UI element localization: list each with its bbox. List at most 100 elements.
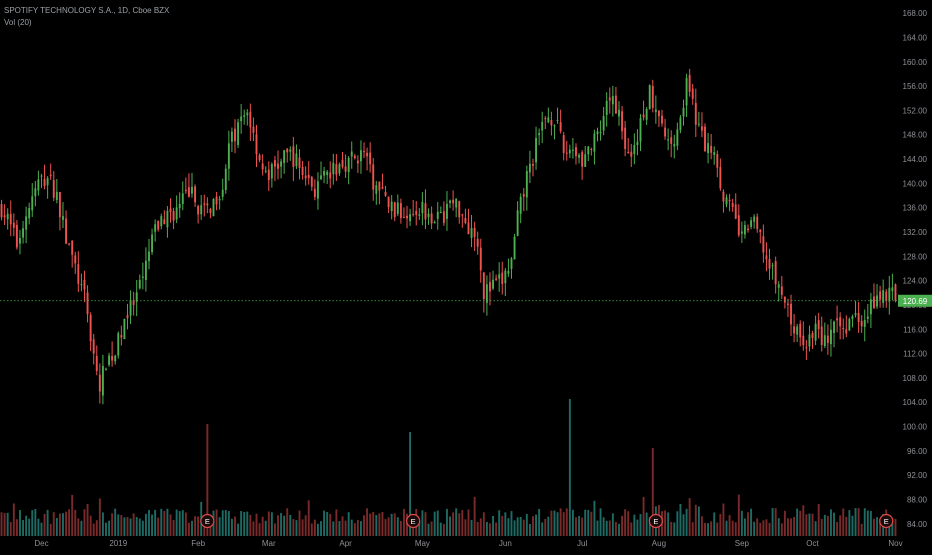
volume-bar	[436, 510, 439, 536]
candle-body	[65, 218, 67, 244]
candle-body	[682, 107, 685, 117]
volume-bar	[421, 510, 424, 536]
volume-bar	[9, 522, 12, 536]
earnings-marker[interactable]	[200, 513, 215, 529]
volume-bar	[237, 523, 240, 536]
candle-body	[31, 196, 34, 211]
y-tick-label: 164.00	[903, 33, 928, 42]
volume-bar	[234, 516, 236, 536]
earnings-marker[interactable]	[648, 513, 663, 529]
candle-body	[802, 335, 805, 346]
volume-bar	[108, 520, 111, 536]
volume-bar	[390, 513, 393, 536]
candle-body	[879, 291, 882, 300]
volume-bar	[667, 512, 670, 536]
candle-body	[639, 118, 642, 142]
y-tick-label: 116.00	[903, 325, 927, 334]
candle-body	[525, 171, 528, 198]
volume-bar	[6, 512, 9, 536]
volume-bar	[301, 519, 304, 536]
volume-bar	[446, 508, 448, 536]
volume-bar	[126, 517, 129, 536]
volume-bar	[381, 511, 384, 536]
y-tick-label: 128.00	[903, 252, 928, 261]
candle-body	[258, 155, 261, 160]
candle-body	[292, 146, 295, 167]
volume-bar	[611, 513, 614, 536]
volume-bar	[49, 523, 52, 536]
volume-bar	[783, 510, 786, 536]
volume-bar	[292, 519, 295, 536]
volume-bar	[854, 508, 857, 536]
candle-body	[49, 174, 52, 176]
volume-bar	[117, 514, 120, 536]
volume-bar	[814, 521, 817, 536]
volume-bar	[516, 517, 519, 536]
volume-bar	[396, 517, 399, 536]
candle-body	[811, 333, 814, 339]
candle-body	[633, 144, 636, 155]
candle-body	[203, 203, 206, 205]
volume-bar	[58, 513, 61, 536]
candle-body	[234, 128, 236, 142]
volume-bar	[34, 508, 37, 536]
candle-body	[489, 281, 491, 292]
volume-bar	[55, 518, 58, 536]
candle-body	[790, 303, 792, 325]
candle-body	[105, 368, 107, 370]
candle-body	[224, 168, 227, 191]
candle-body	[71, 240, 74, 255]
candle-body	[230, 131, 233, 142]
candle-body	[544, 118, 547, 120]
x-tick-label: Sep	[735, 539, 750, 548]
candle-body	[52, 180, 55, 198]
earnings-marker[interactable]	[879, 513, 894, 529]
candle-body	[894, 284, 897, 301]
volume-bar	[252, 521, 255, 536]
volume-bar	[197, 516, 200, 536]
candle-body	[596, 131, 599, 135]
candle-body	[344, 166, 347, 172]
candle-body	[485, 284, 488, 303]
candle-body	[673, 144, 676, 147]
volume-bar	[101, 512, 104, 536]
candle-body	[550, 119, 553, 126]
volume-bar	[559, 508, 562, 536]
candle-body	[885, 291, 888, 302]
volume-bar	[863, 508, 866, 536]
candle-body	[753, 216, 756, 222]
candle-body	[882, 290, 885, 303]
volume-bar	[860, 523, 863, 536]
volume-bar	[485, 521, 488, 536]
candle-body	[249, 111, 252, 128]
candle-body	[535, 137, 538, 163]
candle-body	[273, 160, 276, 167]
volume-bar	[817, 503, 820, 536]
candle-body	[83, 279, 86, 290]
volume-bar	[80, 520, 83, 536]
volume-bar	[522, 519, 525, 536]
y-tick-label: 112.00	[903, 350, 927, 359]
volume-bar	[37, 518, 40, 536]
candle-body	[12, 222, 15, 228]
earnings-marker-label: E	[884, 517, 889, 526]
candle-body	[172, 211, 175, 221]
candle-body	[157, 220, 160, 230]
volume-label: Vol (20)	[4, 18, 32, 27]
candle-body	[814, 323, 817, 341]
volume-bar	[3, 513, 6, 536]
candle-body	[160, 216, 163, 227]
candle-body	[227, 143, 230, 169]
candle-body	[427, 213, 430, 218]
volume-bar	[513, 520, 516, 536]
volume-bar	[682, 514, 685, 536]
earnings-marker[interactable]	[406, 513, 421, 529]
candle-body	[504, 270, 507, 284]
candle-body	[366, 152, 369, 157]
candle-body	[34, 188, 37, 197]
volume-bar	[618, 523, 620, 536]
volume-bar	[120, 515, 123, 536]
